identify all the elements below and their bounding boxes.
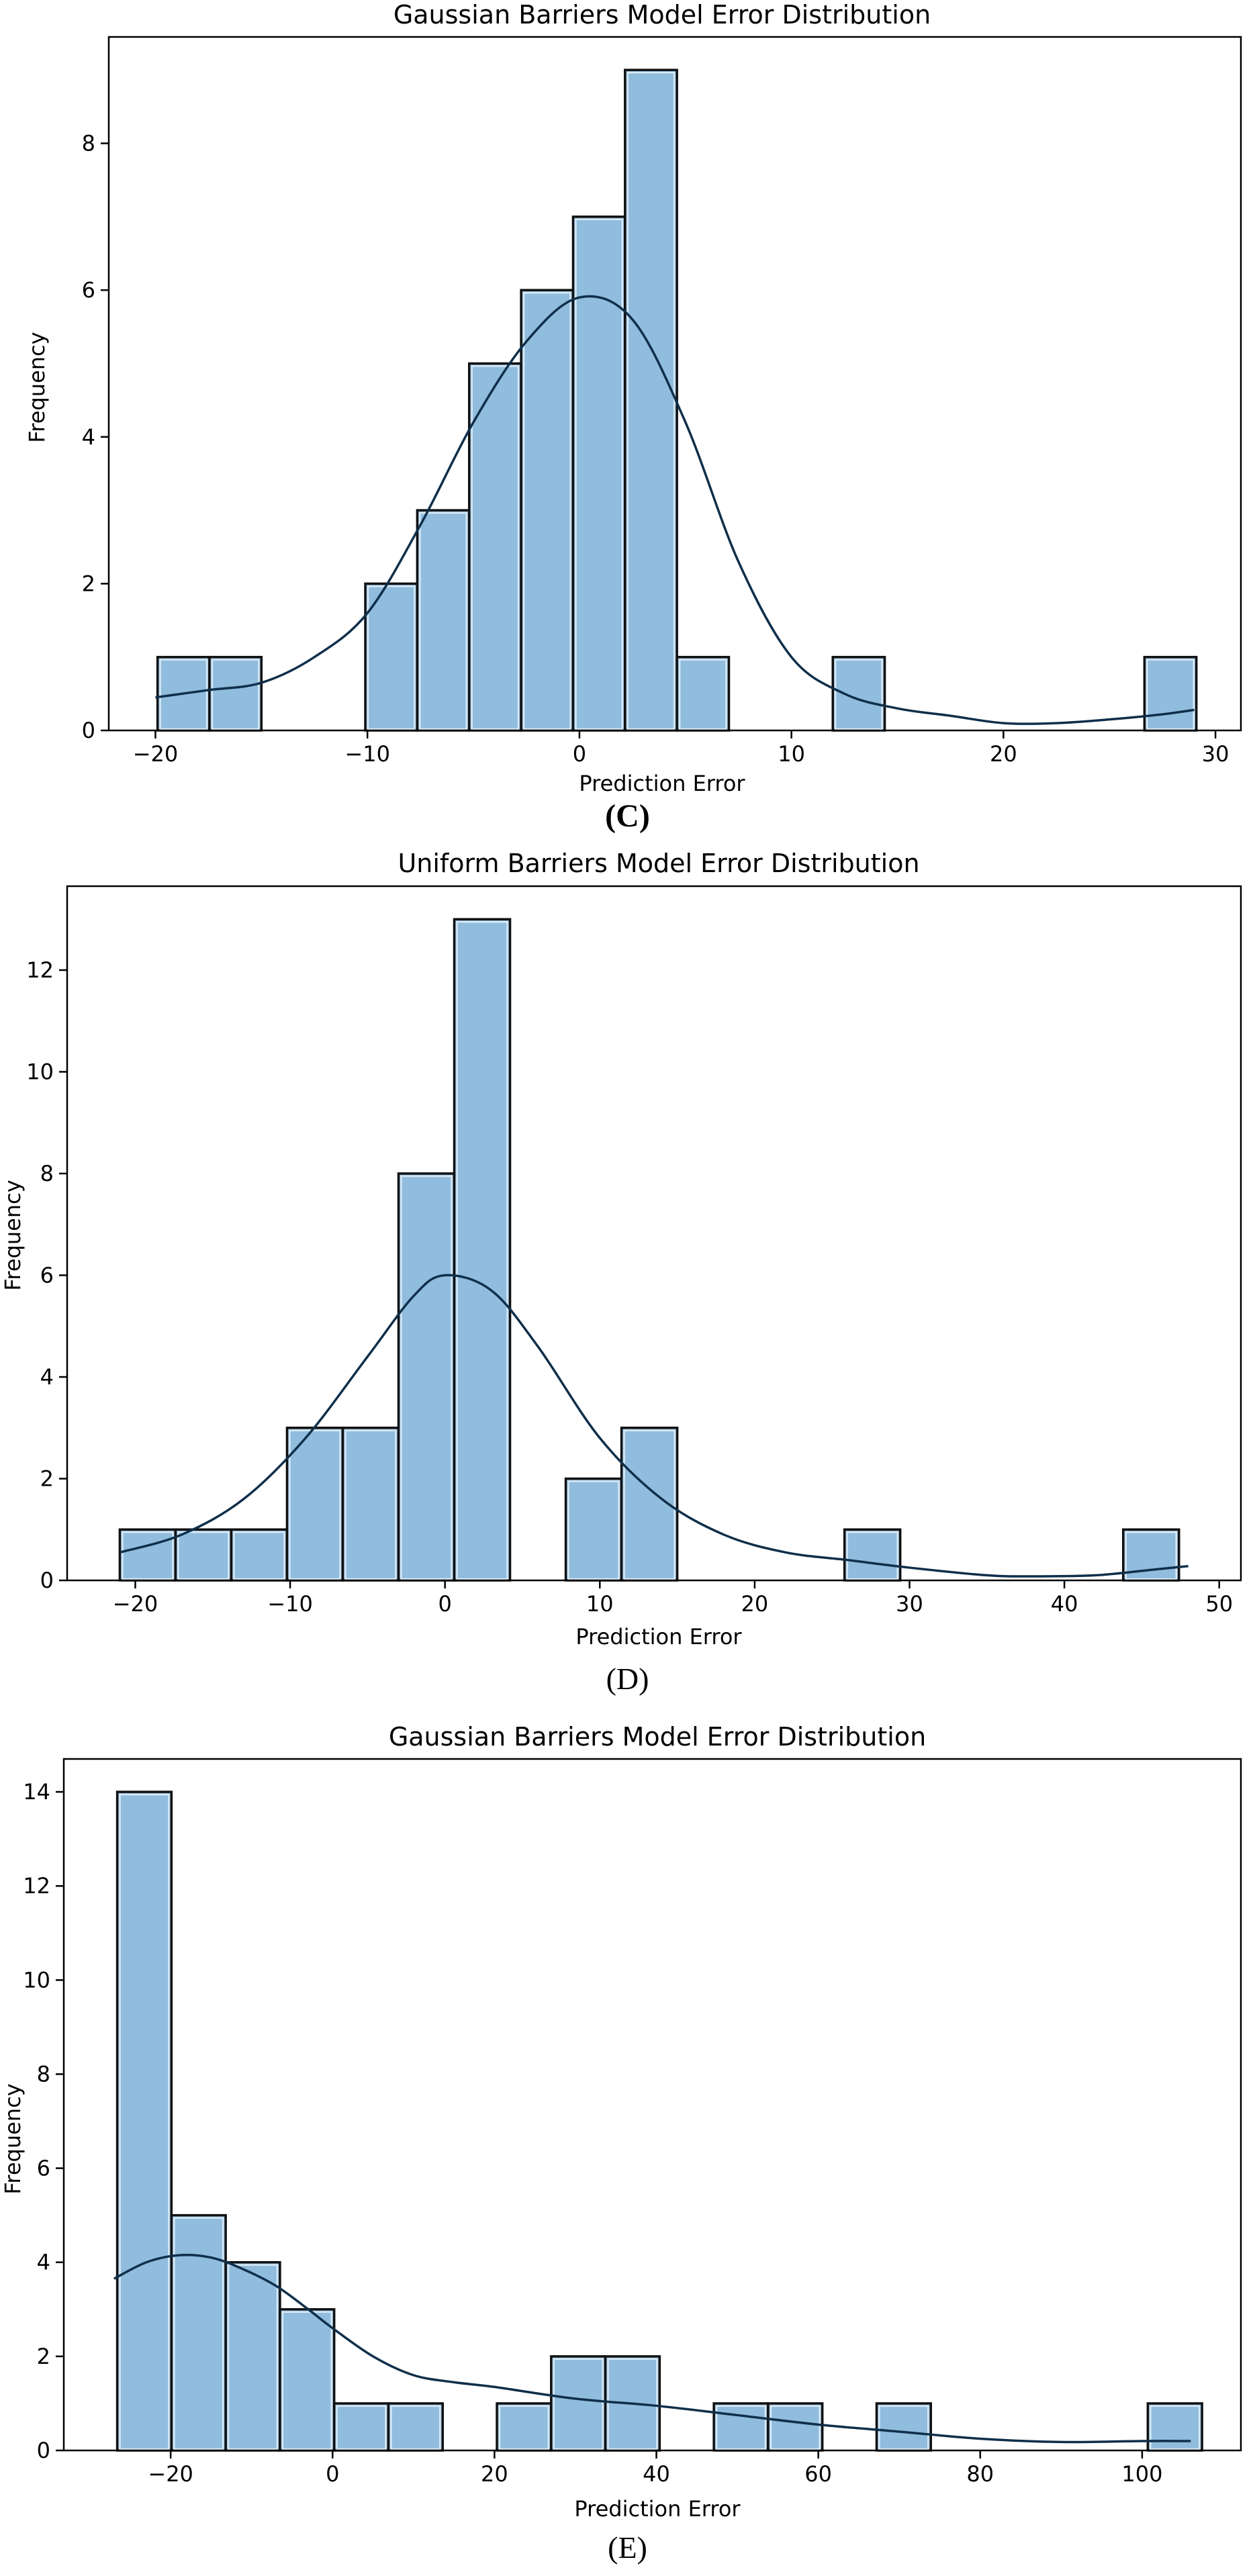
y-tick-label: 14 (23, 1779, 50, 1805)
x-tick-label: 60 (804, 2461, 832, 2487)
histogram-bar (843, 1528, 902, 1582)
x-axis-label: Prediction Error (579, 771, 745, 796)
panel-label-d: (D) (606, 1662, 649, 1696)
histogram-bar (115, 1791, 173, 2452)
histogram-bar (416, 509, 471, 732)
x-tick-label: −10 (344, 741, 390, 767)
y-axis-label: Frequency (24, 332, 50, 442)
histogram-bar (712, 2402, 770, 2452)
x-axis-label: Prediction Error (574, 2496, 741, 2522)
y-tick-label: 8 (40, 1161, 54, 1186)
x-tick-label: 50 (1205, 1591, 1233, 1617)
panel-label-c: (C) (605, 798, 650, 834)
plot-frame (107, 36, 1242, 732)
kde-curve (155, 295, 1195, 725)
histogram-bar (453, 918, 512, 1582)
x-tick-label: 10 (778, 741, 805, 767)
x-tick-label: 20 (481, 2461, 508, 2487)
plot-frame (62, 1758, 1242, 2452)
kde-curve (119, 1274, 1189, 1578)
y-tick-label: 8 (37, 2061, 50, 2087)
x-tick-label: 100 (1121, 2461, 1162, 2487)
bars (118, 918, 1180, 1582)
panel-label-e: (E) (608, 2530, 647, 2565)
histogram-bar (364, 582, 419, 732)
bars (156, 68, 1198, 732)
histogram-bar (624, 68, 678, 732)
x-tick-label: 30 (896, 1591, 923, 1617)
y-tick-label: 6 (37, 2156, 50, 2181)
x-tick-label: −20 (113, 1591, 158, 1617)
histogram-bar (332, 2402, 390, 2452)
y-axis-label: Frequency (0, 1180, 26, 1290)
chart-c: Gaussian Barriers Model Error Distributi… (24, 0, 1242, 796)
x-tick-label: 30 (1202, 741, 1229, 767)
histogram-bar (467, 362, 522, 732)
y-tick-label: 6 (82, 277, 95, 303)
y-tick-label: 0 (40, 1568, 54, 1593)
bars (115, 1791, 1203, 2452)
chart-d: Uniform Barriers Model Error Distributio… (0, 849, 1242, 1650)
y-tick-label: 12 (23, 1873, 50, 1899)
y-tick-label: 10 (23, 1967, 50, 1993)
chart-title: Gaussian Barriers Model Error Distributi… (389, 1722, 926, 1752)
y-tick-label: 0 (37, 2438, 50, 2463)
chart-e: Gaussian Barriers Model Error Distributi… (0, 1722, 1242, 2522)
histogram-bar (118, 1528, 177, 1582)
histogram-bar (170, 2213, 227, 2452)
histogram-bar (341, 1426, 400, 1582)
y-tick-label: 4 (82, 424, 95, 450)
histogram-bar (550, 2355, 607, 2452)
y-tick-label: 12 (26, 957, 54, 983)
histogram-bar (1146, 2402, 1203, 2452)
histogram-bar (767, 2402, 824, 2452)
histogram-bar (208, 655, 263, 732)
plot-frame (66, 885, 1242, 1582)
x-tick-label: 40 (643, 2461, 670, 2487)
x-tick-label: 20 (741, 1591, 769, 1617)
histogram-bar (174, 1528, 233, 1582)
x-tick-label: 0 (326, 2461, 339, 2487)
kde-curve (113, 2254, 1191, 2444)
y-axis-label: Frequency (0, 2083, 26, 2194)
x-axis-label: Prediction Error (575, 1624, 742, 1650)
y-tick-label: 2 (82, 571, 95, 596)
histogram-bar (156, 655, 211, 732)
histogram-bar (571, 216, 626, 732)
histogram-bar (1143, 655, 1198, 732)
x-tick-label: −20 (133, 741, 179, 767)
histogram-bar (387, 2402, 444, 2452)
histogram-bar (676, 655, 731, 732)
y-tick-label: 4 (37, 2250, 50, 2275)
x-tick-label: 80 (966, 2461, 994, 2487)
x-tick-label: −10 (267, 1591, 313, 1617)
y-tick-label: 10 (26, 1059, 54, 1084)
y-tick-label: 4 (40, 1364, 54, 1390)
histogram-bar (564, 1477, 623, 1582)
histogram-bar (397, 1172, 456, 1582)
y-tick-label: 0 (82, 718, 95, 743)
histogram-bar (831, 655, 886, 732)
histogram-bar (224, 2260, 281, 2452)
x-tick-label: 20 (990, 741, 1017, 767)
y-tick-label: 6 (40, 1262, 54, 1288)
x-tick-label: 0 (573, 741, 586, 767)
histogram-bar (875, 2402, 932, 2452)
x-tick-label: −20 (148, 2461, 193, 2487)
histogram-bar (496, 2402, 553, 2452)
x-tick-label: 10 (586, 1591, 614, 1617)
y-tick-label: 8 (82, 131, 95, 156)
y-tick-label: 2 (40, 1466, 54, 1491)
histogram-bar (230, 1528, 289, 1582)
y-tick-label: 2 (37, 2344, 50, 2369)
histogram-bar (520, 289, 575, 732)
chart-title: Gaussian Barriers Model Error Distributi… (393, 0, 931, 30)
histogram-bar (279, 2308, 336, 2452)
x-tick-label: 0 (438, 1591, 452, 1617)
x-tick-label: 40 (1051, 1591, 1078, 1617)
chart-title: Uniform Barriers Model Error Distributio… (398, 849, 919, 878)
